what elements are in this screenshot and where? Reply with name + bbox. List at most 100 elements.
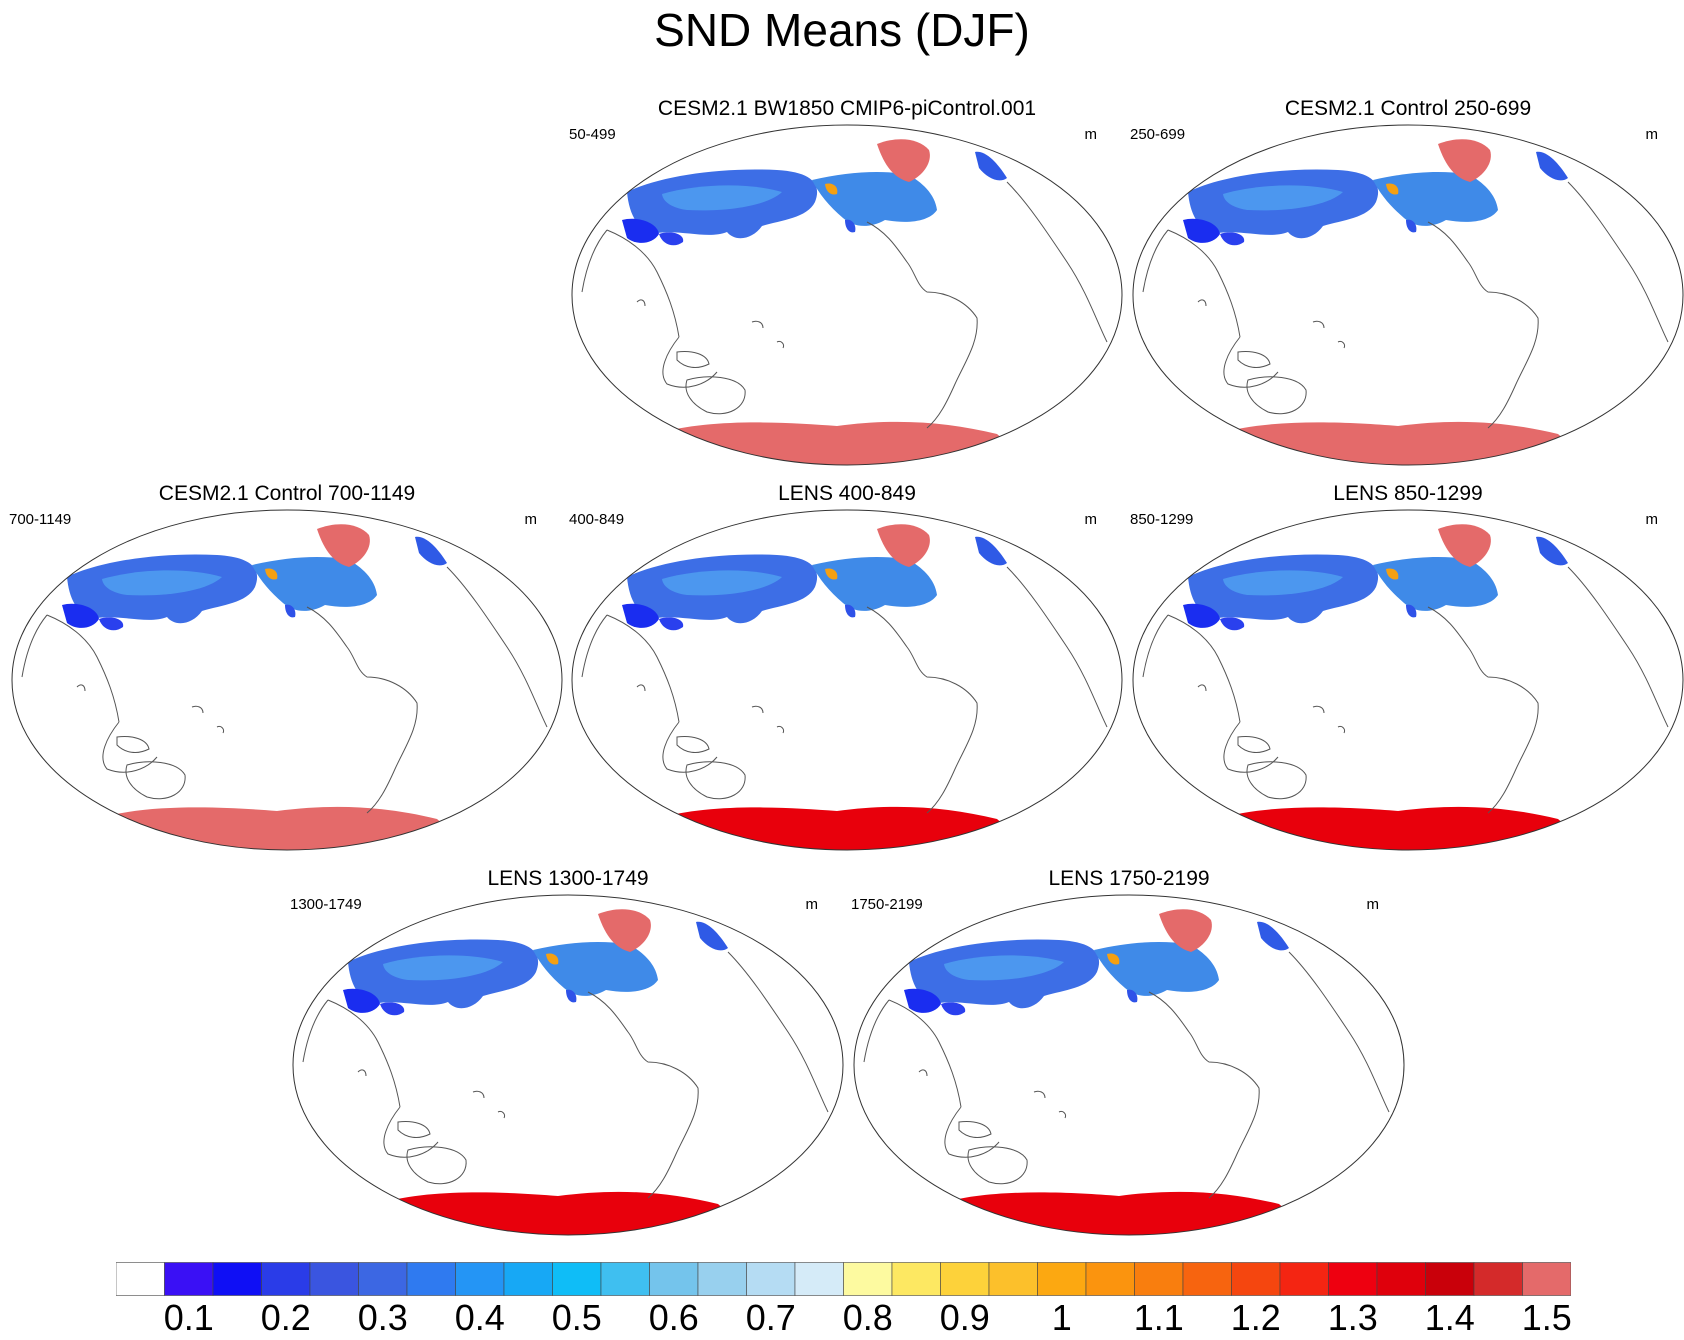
colorbar-swatch bbox=[794, 1262, 844, 1296]
eurasia-deep-snow bbox=[1223, 570, 1343, 596]
europe-africa-coastline bbox=[1567, 181, 1669, 343]
north-america-snow-cover bbox=[812, 557, 937, 611]
colorbar-swatch bbox=[1085, 1262, 1135, 1296]
australia-outline bbox=[685, 761, 746, 800]
americas-coastline bbox=[866, 221, 978, 429]
europe-africa-coastline bbox=[1006, 181, 1108, 343]
australia-coastline bbox=[1237, 351, 1271, 368]
panel-year-range: 50-499 bbox=[569, 126, 616, 143]
panel-year-range: 250-699 bbox=[1130, 126, 1186, 143]
scandinavia-snow bbox=[1536, 536, 1568, 566]
island-coastlines bbox=[76, 684, 224, 734]
colorbar-tick-label: 0.9 bbox=[939, 1297, 990, 1338]
island-coastlines bbox=[1197, 684, 1345, 734]
australia-coastline bbox=[397, 1121, 431, 1138]
colorbar-swatch bbox=[940, 1262, 990, 1296]
map-border bbox=[292, 894, 844, 1236]
colorbar-swatch bbox=[697, 1262, 747, 1296]
colorbar-swatch bbox=[1328, 1262, 1378, 1296]
island-coastlines bbox=[636, 299, 784, 349]
greenland-snow bbox=[877, 524, 930, 567]
colorbar-tick-label: 0.3 bbox=[357, 1297, 408, 1338]
panel-year-range: 1300-1749 bbox=[290, 896, 362, 913]
central-asia-snow-patch bbox=[659, 617, 684, 631]
panel-year-range: 400-849 bbox=[569, 511, 625, 528]
greenland-snow bbox=[1159, 909, 1212, 952]
colorbar-swatch bbox=[746, 1262, 796, 1296]
eurasia-deep-snow bbox=[662, 185, 782, 211]
colorbar-swatch bbox=[406, 1262, 456, 1296]
panel-year-range: 1750-2199 bbox=[851, 896, 923, 913]
americas-coastline bbox=[1427, 221, 1539, 429]
colorbar-swatch bbox=[1182, 1262, 1232, 1296]
map-border bbox=[11, 509, 563, 851]
greenland-snow bbox=[1438, 139, 1491, 182]
colorbar-tick-label: 0.8 bbox=[842, 1297, 893, 1338]
colorbar-swatch bbox=[552, 1262, 602, 1296]
tibet-snow-patch bbox=[1183, 603, 1220, 628]
colorbar-tick-label: 0.6 bbox=[648, 1297, 699, 1338]
alaska-deep-snow bbox=[1386, 183, 1399, 195]
scandinavia-snow bbox=[696, 921, 728, 951]
panel-title: LENS 1300-1749 bbox=[487, 867, 649, 890]
asia-coastline bbox=[302, 999, 439, 1158]
americas-coastline bbox=[866, 606, 978, 814]
asia-coastline bbox=[863, 999, 1000, 1158]
asia-coastline bbox=[581, 229, 718, 388]
colorbar-swatch bbox=[309, 1262, 359, 1296]
central-asia-snow-patch bbox=[941, 1002, 966, 1016]
north-america-snow-cover bbox=[1094, 942, 1219, 996]
colorbar-swatch bbox=[891, 1262, 941, 1296]
central-asia-snow-patch bbox=[99, 617, 124, 631]
americas-coastline bbox=[306, 606, 418, 814]
snow-depth-map bbox=[11, 509, 563, 851]
tibet-snow-patch bbox=[622, 218, 659, 243]
panel-unit: m bbox=[1645, 511, 1659, 528]
greenland-snow bbox=[1438, 524, 1491, 567]
panel-unit: m bbox=[1084, 511, 1098, 528]
snow-depth-map bbox=[1132, 124, 1684, 466]
north-america-snow-cover bbox=[533, 942, 658, 996]
snow-depth-map bbox=[571, 124, 1123, 466]
map-panel: LENS 1300-1749 1300-1749 m bbox=[288, 866, 848, 1238]
colorbar-swatch bbox=[649, 1262, 699, 1296]
tibet-snow-patch bbox=[1183, 218, 1220, 243]
greenland-snow bbox=[877, 139, 930, 182]
panel-title: LENS 1750-2199 bbox=[1048, 867, 1210, 890]
colorbar-swatch bbox=[1376, 1262, 1426, 1296]
map-panel: LENS 400-849 400-849 m bbox=[567, 481, 1127, 853]
colorbar-tick-label: 1.4 bbox=[1424, 1297, 1475, 1338]
north-america-snow-cover bbox=[252, 557, 377, 611]
colorbar-swatch bbox=[843, 1262, 893, 1296]
map-panel: CESM2.1 BW1850 CMIP6-piControl.001 50-499… bbox=[567, 96, 1127, 468]
colorbar-swatch bbox=[358, 1262, 408, 1296]
colorbar bbox=[116, 1262, 1571, 1296]
australia-outline bbox=[125, 761, 186, 800]
rockies-snow bbox=[845, 219, 856, 233]
colorbar-swatch bbox=[600, 1262, 650, 1296]
figure-title: SND Means (DJF) bbox=[654, 4, 1030, 56]
asia-coastline bbox=[1142, 229, 1279, 388]
panel-unit: m bbox=[524, 511, 538, 528]
eurasia-deep-snow bbox=[102, 570, 222, 596]
colorbar-swatch bbox=[116, 1262, 165, 1296]
australia-outline bbox=[967, 1146, 1028, 1185]
scandinavia-snow bbox=[975, 536, 1007, 566]
island-coastlines bbox=[636, 684, 784, 734]
americas-coastline bbox=[1427, 606, 1539, 814]
panel-unit: m bbox=[1366, 896, 1380, 913]
rockies-snow bbox=[566, 989, 577, 1003]
colorbar-swatch bbox=[212, 1262, 262, 1296]
eurasia-deep-snow bbox=[662, 570, 782, 596]
central-asia-snow-patch bbox=[1220, 617, 1245, 631]
colorbar-swatch bbox=[1231, 1262, 1281, 1296]
colorbar-tick-label: 1 bbox=[1051, 1297, 1072, 1338]
alaska-deep-snow bbox=[825, 183, 838, 195]
map-panel: CESM2.1 Control 250-699 250-699 m bbox=[1128, 96, 1684, 468]
map-border bbox=[571, 509, 1123, 851]
asia-coastline bbox=[1142, 614, 1279, 773]
scandinavia-snow bbox=[1536, 151, 1568, 181]
australia-coastline bbox=[676, 351, 710, 368]
island-coastlines bbox=[918, 1069, 1066, 1119]
australia-coastline bbox=[676, 736, 710, 753]
